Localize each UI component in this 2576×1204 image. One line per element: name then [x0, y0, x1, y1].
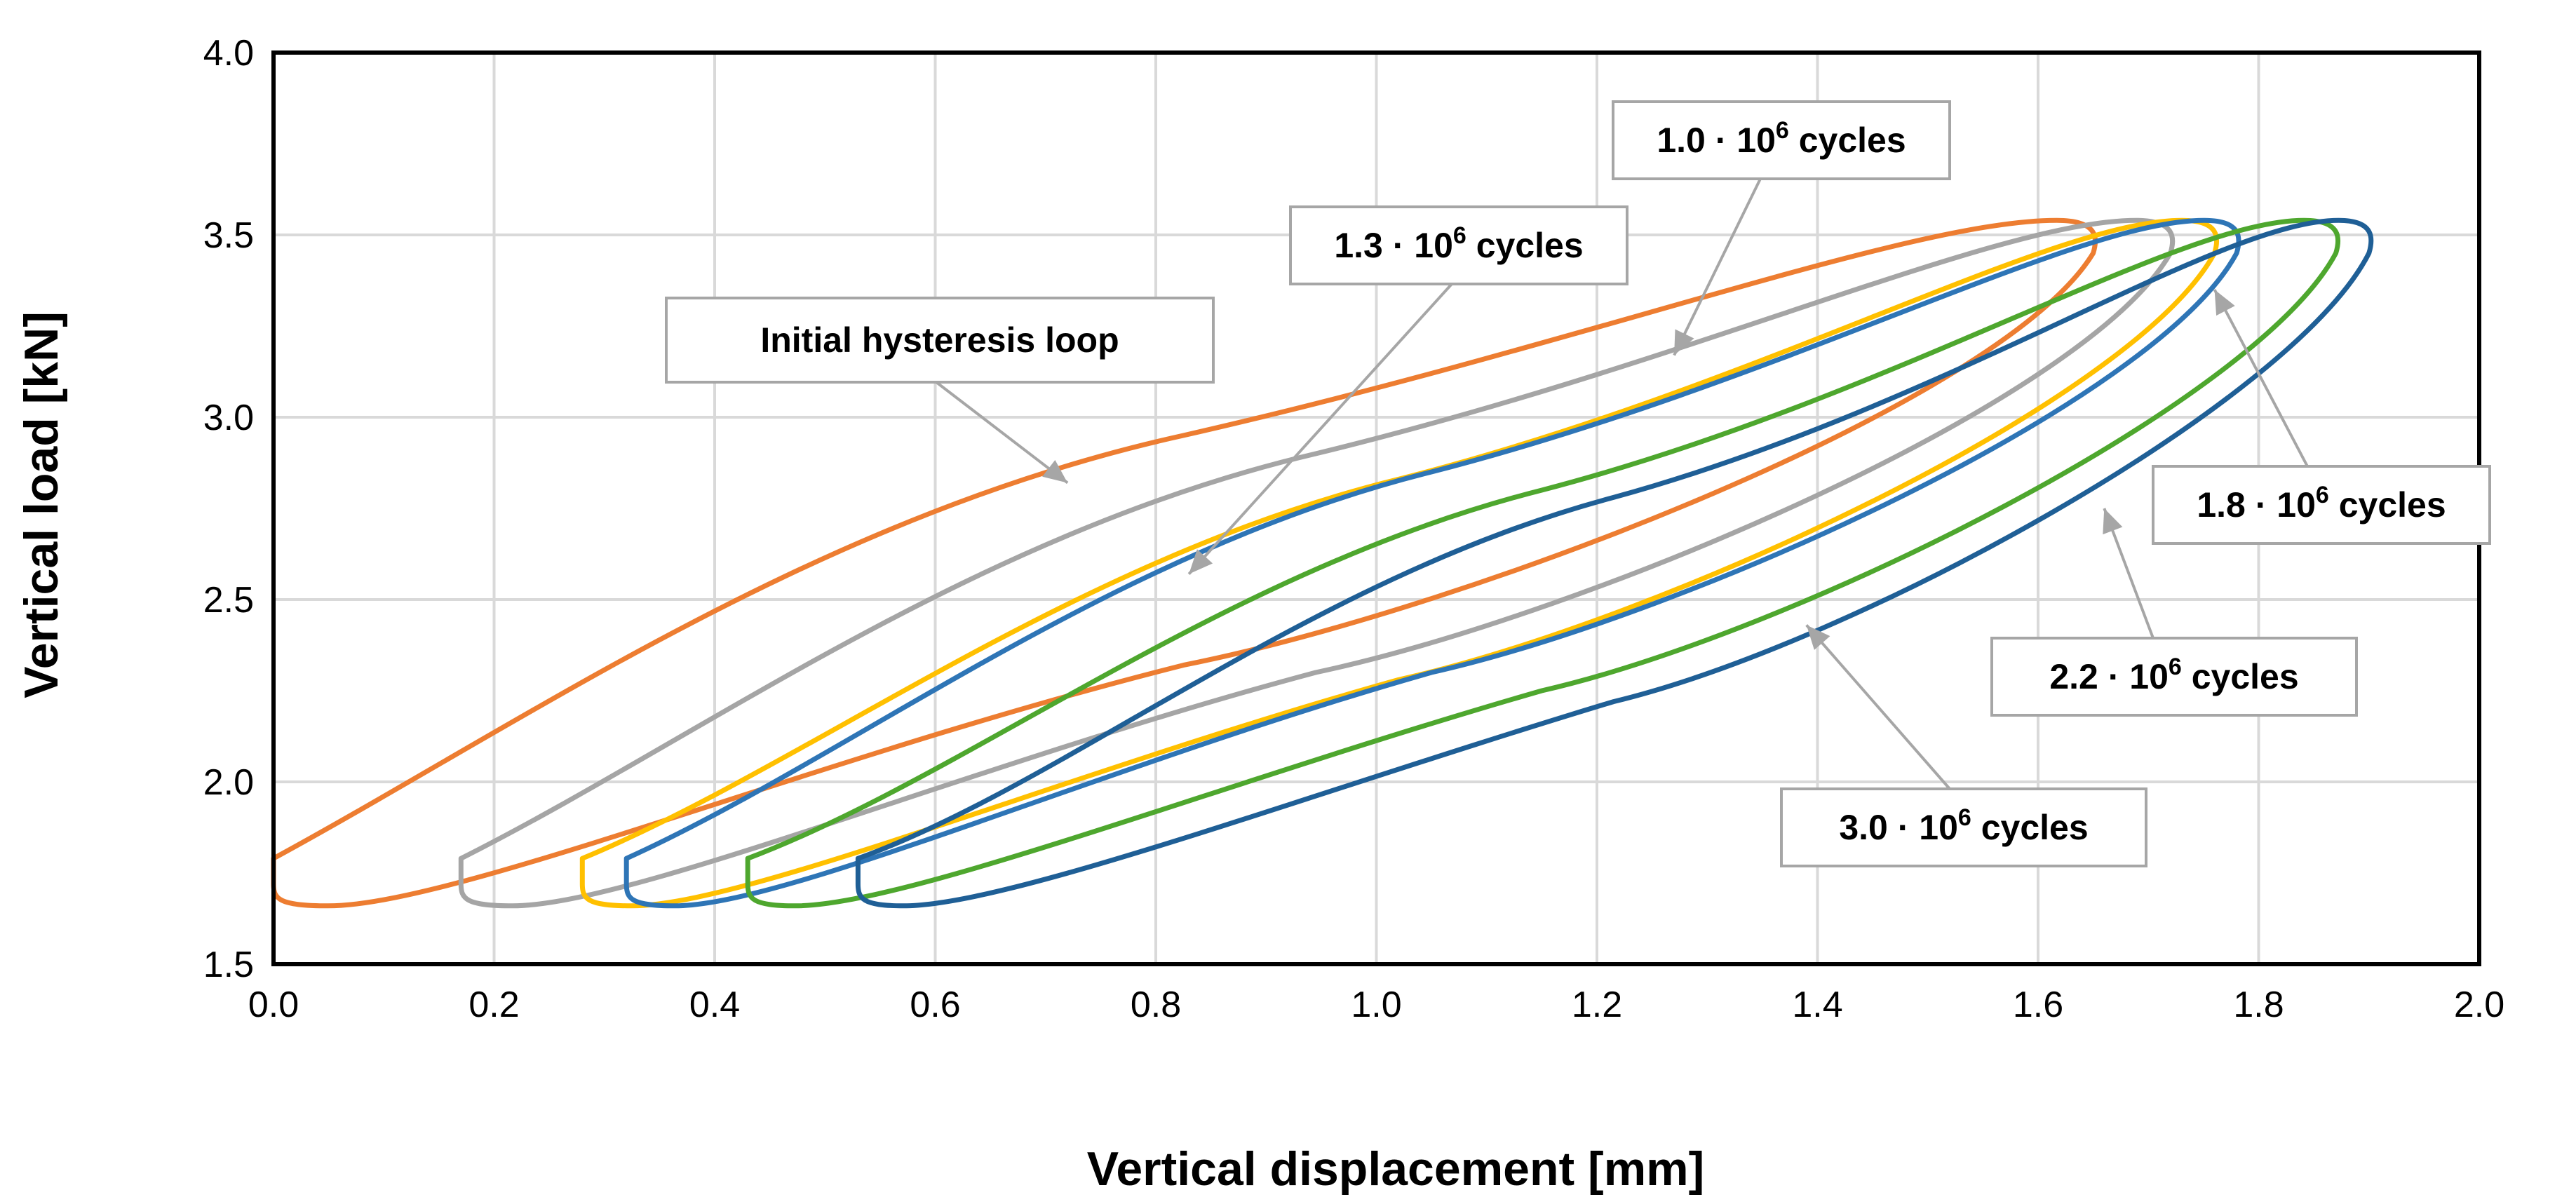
- y-tick-label: 3.0: [203, 398, 254, 438]
- x-tick-label: 1.8: [2233, 985, 2284, 1025]
- series-loop-0: [271, 217, 2098, 909]
- annotation-arrow: [1187, 283, 1453, 575]
- x-tick-labels: 0.0 0.2 0.4 0.6 0.8 1.0 1.2 1.4 1.6 1.8 2.0: [248, 985, 2504, 1025]
- annotation-arrowhead: [1806, 625, 1830, 650]
- x-tick-label: 1.6: [2013, 985, 2063, 1025]
- x-tick-label: 0.6: [910, 985, 960, 1025]
- annotation-arrowhead: [1674, 329, 1694, 356]
- x-tick-label: 1.0: [1351, 985, 1401, 1025]
- x-tick-label: 1.2: [1572, 985, 1622, 1025]
- y-tick-label: 1.5: [203, 945, 254, 985]
- annotation-arrow: [1673, 178, 1762, 356]
- series-loops: [271, 217, 2374, 909]
- series-loop-4: [745, 217, 2341, 909]
- annotation-box: [665, 297, 1215, 384]
- x-tick-label: 0.4: [689, 985, 740, 1025]
- annotation-box: [2152, 465, 2491, 545]
- series-loop-5: [855, 217, 2374, 909]
- y-tick-label: 2.5: [203, 580, 254, 621]
- annotation-label-c13: 1.3 · 106 cycles: [1334, 222, 1583, 265]
- annotation-label-c30: 3.0 · 106 cycles: [1839, 804, 2088, 847]
- annotation-box: [1780, 787, 2147, 867]
- y-tick-labels: 1.5 2.0 2.5 3.0 3.5 4.0: [203, 33, 254, 985]
- annotation-arrowhead: [2214, 290, 2235, 316]
- annotation-arrowhead: [1189, 549, 1213, 574]
- annotation-arrowhead: [2103, 508, 2123, 535]
- annotation-box: [1990, 637, 2358, 717]
- y-tick-label: 4.0: [203, 33, 254, 74]
- x-tick-label: 2.0: [2454, 985, 2504, 1025]
- x-tick-label: 0.0: [248, 985, 299, 1025]
- x-tick-label: 1.4: [1792, 985, 1842, 1025]
- annotation-label-c10: 1.0 · 106 cycles: [1657, 117, 1906, 160]
- y-axis-label: Vertical load [kN]: [15, 311, 68, 698]
- annotation-arrowhead: [1042, 460, 1068, 483]
- annotation-arrow: [1805, 624, 1951, 790]
- x-tick-label: 0.2: [468, 985, 519, 1025]
- y-tick-label: 3.5: [203, 215, 254, 256]
- annotation-label-c22: 2.2 · 106 cycles: [2049, 654, 2298, 696]
- annotation-arrow: [2213, 289, 2309, 467]
- series-loop-3: [623, 217, 2241, 909]
- annotation-label-initial: Initial hysteresis loop: [760, 320, 1119, 360]
- y-tick-label: 2.0: [203, 762, 254, 803]
- annotation-box: [1289, 205, 1628, 285]
- x-tick-label: 0.8: [1131, 985, 1181, 1025]
- annotation-label-c18: 1.8 · 106 cycles: [2197, 482, 2446, 525]
- annotation-box: [1612, 100, 1951, 180]
- annotations: Initial hysteresis loop 1.0 · 106 cycles 1…: [665, 100, 2491, 867]
- x-axis-label: Vertical displacement [mm]: [1087, 1142, 1705, 1196]
- annotation-arrow: [935, 381, 1069, 485]
